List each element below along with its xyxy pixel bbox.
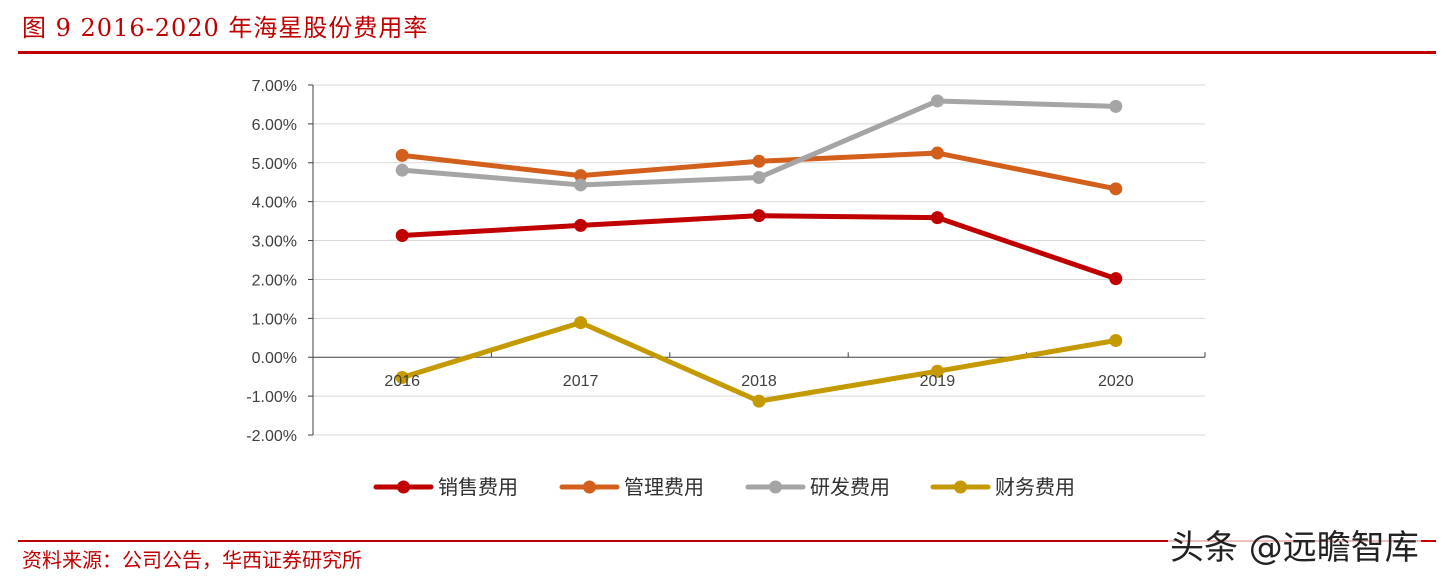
legend-label: 研发费用 [810, 475, 890, 499]
figure-title: 图 9 2016-2020 年海星股份费用率 [22, 14, 429, 42]
legend-label: 财务费用 [995, 475, 1075, 499]
y-tick-label: -2.00% [246, 428, 297, 445]
legend-swatch-marker [397, 480, 410, 494]
y-tick-label: 2.00% [252, 272, 297, 289]
x-tick-label: 2017 [563, 373, 599, 390]
series-line [399, 213, 1119, 282]
y-tick-label: -1.00% [246, 389, 297, 406]
source-divider [18, 540, 1436, 542]
legend-swatch-marker [583, 480, 596, 494]
data-point [930, 94, 944, 108]
y-tick-label: 4.00% [252, 195, 297, 212]
y-tick-labels: 7.00% 6.00% 5.00% 4.00% 3.00% 2.00% 1.00% 0.00%… [246, 78, 297, 445]
legend: 销售费用 管理费用 研发费用 财务费用 [373, 475, 1075, 499]
data-point [574, 178, 588, 192]
data-point [574, 218, 588, 232]
legend-swatch-marker [954, 480, 967, 494]
data-point [395, 148, 409, 162]
y-tick-label: 1.00% [252, 311, 297, 328]
data-point [930, 364, 944, 378]
x-tick-label: 2018 [741, 373, 777, 390]
data-point [1109, 182, 1123, 196]
data-point [1109, 334, 1123, 347]
series-lines [395, 94, 1123, 408]
data-point [752, 154, 766, 168]
data-point [395, 370, 409, 384]
legend-label: 销售费用 [438, 475, 518, 499]
data-point [752, 209, 766, 223]
data-point [752, 394, 766, 408]
data-point [752, 171, 766, 185]
data-point [930, 211, 944, 225]
y-tick-label: 6.00% [252, 117, 297, 134]
data-point [395, 163, 409, 177]
y-tick-label: 0.00% [252, 350, 297, 367]
source-note: 资料来源：公司公告，华西证券研究所 [22, 548, 362, 572]
title-divider [18, 51, 1436, 54]
data-point [574, 169, 588, 183]
data-point [574, 316, 588, 330]
x-tick-label: 2020 [1098, 373, 1134, 390]
watermark: 头条 @远瞻智库 [1168, 520, 1421, 569]
legend-label: 管理费用 [624, 475, 704, 499]
y-tick-label: 7.00% [252, 78, 297, 95]
data-point [395, 229, 409, 242]
legend-swatch-marker [769, 480, 782, 494]
data-point [1109, 99, 1123, 113]
x-tick-label: 2016 [384, 373, 420, 390]
data-point [930, 146, 944, 160]
x-tick-label: 2019 [920, 373, 956, 390]
y-tick-label: 3.00% [252, 234, 297, 251]
data-point [1109, 272, 1123, 286]
x-tick-labels: 2016 2017 2018 2019 2020 [384, 373, 1133, 390]
y-tick-label: 5.00% [252, 156, 297, 173]
